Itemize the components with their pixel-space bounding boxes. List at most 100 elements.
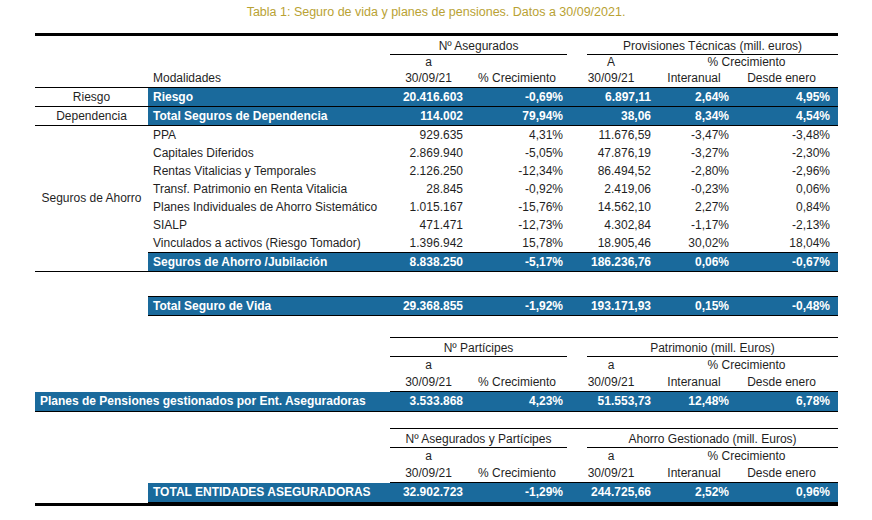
table-row-planes-pensiones: Planes de Pensiones gestionados por Ent.… [35,392,838,412]
value-cell: -2,80% [655,162,733,180]
value-cell: 51.553,73 [567,392,655,412]
row-label: PPA [148,125,390,144]
value-cell: -5,05% [467,144,567,162]
sub-header-crecimiento: % Crecimiento [655,357,838,373]
table-row-capitales: Capitales Diferidos 2.869.940 -5,05% 47.… [35,144,838,162]
value-cell: -3,27% [655,144,733,162]
sub-header-a2: a [567,448,655,464]
row-label: Transf. Patrimonio en Renta Vitalicia [148,180,390,198]
group-header-asegurados: Nº Asegurados [390,37,567,55]
total-life-table: Total Seguro de Vida 29.368.855 -1,92% 1… [35,296,838,316]
table-row-total-entidades: TOTAL ENTIDADES ASEGURADORAS 32.902.723 … [35,483,838,503]
row-label: Planes Individuales de Ahorro Sistemátic… [148,198,390,216]
value-cell: -12,34% [467,162,567,180]
group-header-patrimonio: Patrimonio (mill. Euros) [567,338,838,358]
table-row-vinculados: Vinculados a activos (Riesgo Tomador) 1.… [35,234,838,253]
value-cell: 47.876,19 [567,144,655,162]
value-cell: 2.869.940 [390,144,467,162]
value-cell: 12,48% [655,392,733,412]
col-date1: 30/09/21 [390,373,467,392]
group-label-dependencia: Dependencia [35,106,148,125]
value-cell: -0,23% [655,180,733,198]
value-cell: 28.845 [390,180,467,198]
col-growth: % Crecimiento [467,70,567,88]
group-header-participes: Nº Partícipes [390,338,567,358]
sub-header-a: a [390,357,467,373]
group-header-ahorro-gestionado: Ahorro Gestionado (mill. Euros) [567,429,838,449]
value-cell: -2,30% [733,144,838,162]
value-cell: 3.533.868 [390,392,467,412]
row-label: Seguros de Ahorro /Jubilación [148,252,390,271]
total-entities-table: Nº Asegurados y Partícipes Ahorro Gestio… [35,428,838,503]
row-label: TOTAL ENTIDADES ASEGURADORAS [148,483,390,503]
value-cell: 11.676,59 [567,125,655,144]
col-modalidades: Modalidades [148,70,390,88]
value-cell: -5,17% [467,252,567,271]
sub-header-a2: A [567,55,655,70]
value-cell: 2,27% [655,198,733,216]
value-cell: 4,23% [467,392,567,412]
col-date1: 30/09/21 [390,70,467,88]
table-row-dependencia: Dependencia Total Seguros de Dependencia… [35,106,838,125]
value-cell: 1.396.942 [390,234,467,253]
table-row-transf: Transf. Patrimonio en Renta Vitalicia 28… [35,180,838,198]
row-label: Total Seguro de Vida [148,297,390,316]
value-cell: 0,15% [655,297,733,316]
sub-header-row: a a % Crecimiento [35,357,838,373]
value-cell: 186.236,76 [567,252,655,271]
row-label: SIALP [148,216,390,234]
sub-header-a: a [390,55,467,70]
value-cell: 2.419,06 [567,180,655,198]
pension-plans-table: Nº Partícipes Patrimonio (mill. Euros) a… [35,337,838,412]
value-cell: 38,06 [567,106,655,125]
value-cell: 0,96% [733,483,838,503]
sub-header-crecimiento: % Crecimiento [655,55,838,70]
group-label-seguros-ahorro: Seguros de Ahorro [35,125,148,271]
sub-header-row: a a % Crecimiento [35,448,838,464]
col-growth: % Crecimiento [467,373,567,392]
value-cell: 4,31% [467,125,567,144]
table-title: Tabla 1: Seguro de vida y planes de pens… [0,5,872,19]
value-cell: 0,06% [655,252,733,271]
col-date2: 30/09/21 [567,464,655,483]
value-cell: -3,47% [655,125,733,144]
value-cell: -1,92% [467,297,567,316]
value-cell: 6,78% [733,392,838,412]
value-cell: -15,76% [467,198,567,216]
value-cell: 15,78% [467,234,567,253]
table-row-ahorro-subtotal: Seguros de Ahorro /Jubilación 8.838.250 … [35,252,838,271]
group-header-asegurados-participes: Nº Asegurados y Partícipes [390,429,567,449]
value-cell: -0,67% [733,252,838,271]
value-cell: 1.015.167 [390,198,467,216]
sub-header-a: a [390,448,467,464]
table-row-sialp: SIALP 471.471 -12,73% 4.302,84 -1,17% -2… [35,216,838,234]
col-growth: % Crecimiento [467,464,567,483]
value-cell: 244.725,66 [567,483,655,503]
value-cell: -12,73% [467,216,567,234]
value-cell: 6.897,11 [567,87,655,106]
value-cell: 8,34% [655,106,733,125]
value-cell: -2,13% [733,216,838,234]
col-interanual: Interanual [655,373,733,392]
table-row-pias: Planes Individuales de Ahorro Sistemátic… [35,198,838,216]
col-interanual: Interanual [655,464,733,483]
group-label-riesgo: Riesgo [35,87,148,106]
table-row-riesgo: Riesgo Riesgo 20.416.603 -0,69% 6.897,11… [35,87,838,106]
sub-header-crecimiento: % Crecimiento [655,448,838,464]
table-row-rentas: Rentas Vitalicias y Temporales 2.126.250… [35,162,838,180]
value-cell: 18.905,46 [567,234,655,253]
value-cell: 4.302,84 [567,216,655,234]
col-desde-enero: Desde enero [733,70,838,88]
group-header-provisiones: Provisiones Técnicas (mill. euros) [567,37,838,55]
value-cell: 86.494,52 [567,162,655,180]
col-date2: 30/09/21 [567,70,655,88]
top-rule [35,33,838,36]
col-date2: 30/09/21 [567,373,655,392]
value-cell: 2.126.250 [390,162,467,180]
value-cell: -1,29% [467,483,567,503]
value-cell: 14.562,10 [567,198,655,216]
value-cell: 8.838.250 [390,252,467,271]
row-label: Rentas Vitalicias y Temporales [148,162,390,180]
col-date1: 30/09/21 [390,464,467,483]
col-interanual: Interanual [655,70,733,88]
